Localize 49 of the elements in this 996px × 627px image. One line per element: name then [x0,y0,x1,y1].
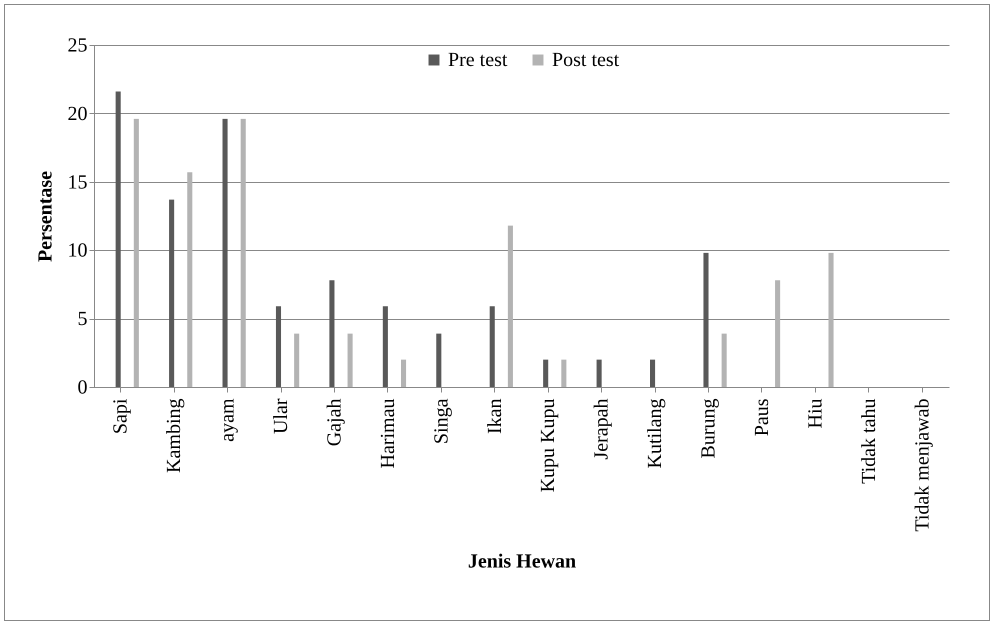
bar [116,92,121,387]
legend-label: Pre test [448,49,508,71]
bar [775,280,780,387]
y-tick-label: 0 [78,376,88,398]
bar [490,306,495,387]
y-tick-label: 10 [68,240,88,262]
bar [348,334,353,387]
x-tick-label: Sapi [110,398,132,434]
bar [722,334,727,387]
x-tick-label: Ikan [484,398,506,434]
legend-label: Post test [552,49,620,71]
x-tick-label: Harimau [376,398,399,468]
bar [134,118,139,387]
y-axis-title: Persentase [34,170,56,262]
x-tick-label: Tidak menjawab [911,398,934,532]
bar [222,118,228,387]
bar [382,306,388,387]
x-tick-label: Tidak tahu [858,398,880,484]
y-tick-label: 5 [78,308,88,330]
bar [169,200,174,387]
y-tick-label: 15 [68,171,88,194]
bar [436,334,442,387]
x-tick-label: Kupu Kupu [537,398,560,492]
x-tick-label: Kutilang [644,398,666,468]
bar [276,306,282,387]
bar [703,252,709,387]
bar [294,334,300,387]
bar [508,226,513,387]
x-tick-label: Burung [698,398,720,458]
bar [561,360,566,387]
bar [596,360,602,387]
y-tick-label: 20 [68,102,88,125]
y-tick-label: 25 [68,34,88,56]
x-tick-label: ayam [216,398,239,442]
bar [400,360,406,387]
x-tick-label: Hiu [804,398,826,428]
bar [543,360,548,387]
bar [650,360,656,387]
bar [187,172,192,387]
x-tick-label: Jerapah [590,398,613,460]
x-axis-title: Jenis Hewan [468,550,576,573]
x-tick-label: Ular [270,398,292,434]
bar [828,252,834,387]
bar [329,280,334,387]
x-tick-label: Kambing [163,398,186,473]
x-tick-label: Paus [750,398,773,436]
x-tick-label: Gajah [323,398,346,446]
x-tick-label: Singa [430,398,452,444]
bar [240,118,246,387]
